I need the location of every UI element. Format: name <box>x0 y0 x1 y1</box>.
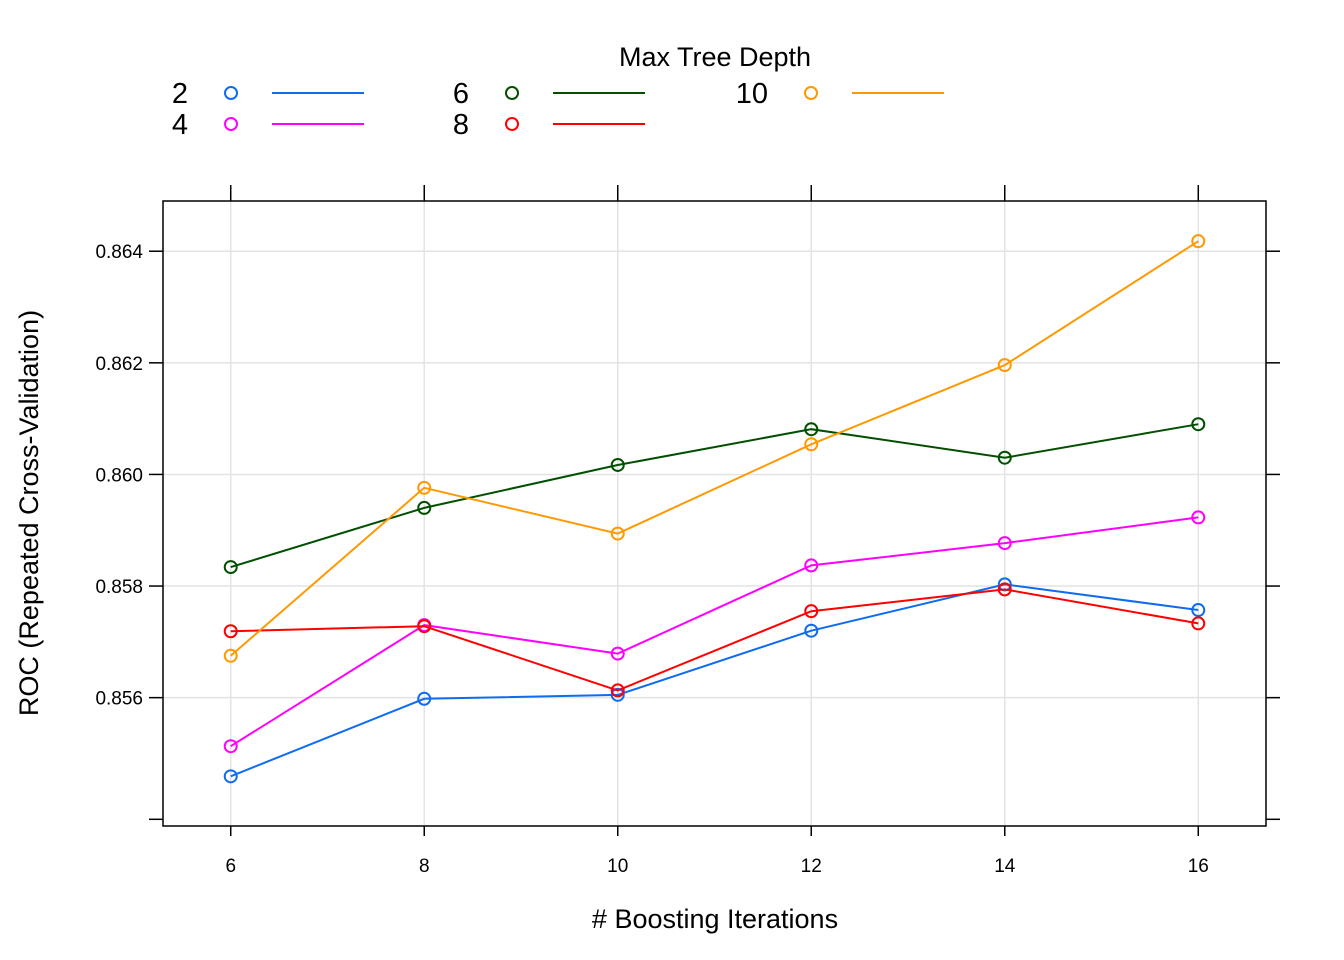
data-point-6 <box>804 422 819 437</box>
series-line-4 <box>230 516 1199 748</box>
legend-label-8: 8 <box>453 109 469 141</box>
data-point-2 <box>804 623 819 638</box>
data-point-10 <box>610 526 625 541</box>
legend-marker-4 <box>224 117 238 131</box>
axes: 6 8 10 12 14 16 0.856 0.858 0.860 0.862 0.864 <box>95 185 1280 877</box>
data-point-2 <box>1191 603 1206 618</box>
legend-label-4: 4 <box>172 109 188 141</box>
data-point-10 <box>804 437 819 452</box>
data-point-6 <box>997 450 1012 465</box>
series-line-2 <box>230 583 1199 778</box>
legend-label-10: 10 <box>736 78 768 110</box>
y-tick-label: 0.856 <box>95 689 143 710</box>
data-point-4 <box>1191 510 1206 525</box>
data-point-10 <box>997 358 1012 373</box>
legend: Max Tree Depth 24 68 10 <box>172 42 944 141</box>
data-point-6 <box>223 560 238 575</box>
data-point-4 <box>804 558 819 573</box>
gridlines <box>163 201 1266 826</box>
legend-label-2: 2 <box>172 78 188 110</box>
data-point-6 <box>417 500 432 515</box>
data-point-2 <box>417 691 432 706</box>
data-point-4 <box>610 646 625 661</box>
y-tick-label: 0.860 <box>95 465 143 486</box>
legend-marker-10 <box>804 86 818 100</box>
x-tick-label: 12 <box>801 856 822 877</box>
legend-marker-8 <box>505 117 519 131</box>
series-line-6 <box>230 423 1199 569</box>
series-line-10 <box>230 240 1199 657</box>
data-point-10 <box>1191 234 1206 249</box>
series-layer <box>223 234 1206 784</box>
x-tick-label: 14 <box>994 856 1016 877</box>
data-point-8 <box>610 683 625 698</box>
series-line-8 <box>230 588 1199 692</box>
data-point-8 <box>1191 616 1206 631</box>
x-tick-label: 16 <box>1188 856 1209 877</box>
legend-label-6: 6 <box>453 78 469 110</box>
data-point-4 <box>997 536 1012 551</box>
x-axis-title: # Boosting Iterations <box>592 904 838 934</box>
x-tick-label: 10 <box>607 856 628 877</box>
plot-frame <box>162 200 1267 827</box>
data-point-8 <box>223 624 238 639</box>
y-tick-label: 0.862 <box>95 354 143 375</box>
y-tick-label: 0.858 <box>95 577 143 598</box>
data-point-4 <box>223 739 238 754</box>
data-point-2 <box>610 687 625 702</box>
legend-title: Max Tree Depth <box>619 42 811 72</box>
data-point-6 <box>1191 417 1206 432</box>
data-point-10 <box>223 648 238 663</box>
y-axis-title: ROC (Repeated Cross-Validation) <box>14 310 44 716</box>
data-point-6 <box>610 457 625 472</box>
data-point-2 <box>223 769 238 784</box>
x-tick-label: 8 <box>419 856 430 877</box>
data-point-8 <box>997 582 1012 597</box>
data-point-10 <box>417 480 432 495</box>
x-tick-label: 6 <box>225 856 236 877</box>
legend-marker-6 <box>505 86 519 100</box>
legend-marker-2 <box>224 86 238 100</box>
y-tick-label: 0.864 <box>95 242 143 263</box>
data-point-8 <box>417 619 432 634</box>
data-point-8 <box>804 604 819 619</box>
